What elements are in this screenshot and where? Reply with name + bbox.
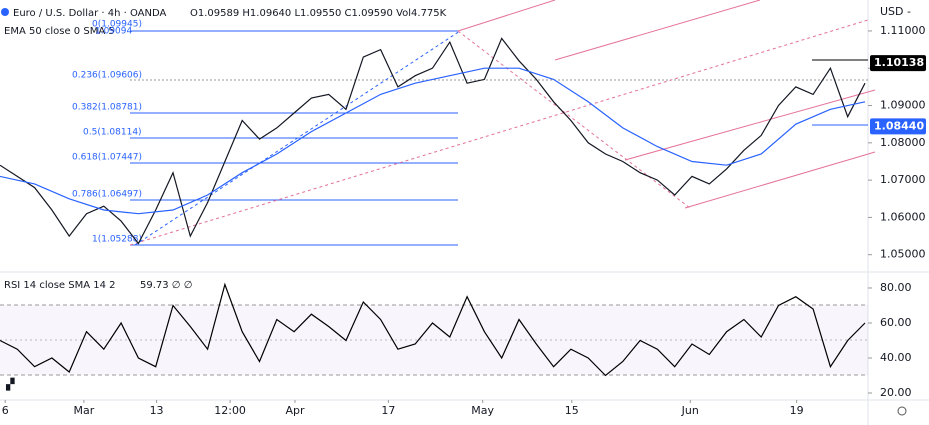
channel-line — [457, 30, 691, 209]
tv-logo: ▞ — [5, 377, 15, 391]
fib-label: 0.236(1.09606) — [72, 71, 142, 81]
channels — [129, 0, 876, 246]
channel-line — [457, 0, 556, 32]
price-label-box — [870, 118, 926, 135]
y-tick-label: 60.00 — [880, 316, 912, 329]
fib-trend — [134, 30, 461, 246]
y-tick-label: 20.00 — [880, 386, 912, 399]
series-line — [0, 37, 866, 245]
y-tick-label: 1.06000 — [880, 210, 926, 223]
y-tick-label: 1.05000 — [880, 248, 926, 261]
y-tick-label: 1.07000 — [880, 173, 926, 186]
x-tick-label: Jun — [681, 404, 699, 417]
channel-line — [554, 0, 761, 61]
y-tick-label: 1.09000 — [880, 99, 926, 112]
x-tick-label: Apr — [285, 404, 305, 417]
fib-label: 1.09094 — [95, 27, 132, 37]
channel-line — [624, 89, 876, 161]
price-label: 1.10138 — [874, 56, 924, 69]
fib-label: 0(1.09945) — [92, 20, 142, 30]
y-tick-label: 80.00 — [880, 281, 912, 294]
x-tick-label: 19 — [790, 404, 804, 417]
x-tick-label: 6 — [2, 404, 9, 417]
channel-line — [129, 19, 869, 246]
rsi-band — [0, 305, 868, 375]
ema-label: EMA 50 close 0 SMA 5 — [4, 26, 115, 37]
symbol-icon — [1, 8, 9, 16]
price-label: 1.08440 — [874, 119, 924, 132]
x-tick-label: 13 — [150, 404, 164, 417]
ohlc: O1.09589 H1.09640 L1.09550 C1.09590 Vol4… — [190, 8, 447, 19]
channel-line — [684, 151, 876, 209]
series-line — [0, 67, 866, 215]
x-tick-label: 12:00 — [214, 404, 246, 417]
x-tick-label: Mar — [74, 404, 95, 417]
y-tick-label: 1.08000 — [880, 136, 926, 149]
rsi-label: RSI 14 close SMA 14 2 — [4, 280, 116, 291]
rsi-values: 59.73 ∅ ∅ — [140, 280, 192, 291]
settings-icon[interactable] — [897, 406, 907, 416]
fib-label: 0.786(1.06497) — [72, 190, 142, 200]
x-tick-label: May — [471, 404, 494, 417]
series-line — [0, 282, 866, 377]
x-tick-label: 15 — [565, 404, 579, 417]
fib-label: 0.618(1.07447) — [72, 153, 142, 163]
fib-label: 0.5(1.08114) — [83, 128, 142, 138]
price-label-box — [870, 55, 926, 72]
x-tick-label: 17 — [381, 404, 395, 417]
fib-lines — [130, 30, 870, 246]
currency-label: USD - — [880, 5, 911, 18]
symbol-title: Euro / U.S. Dollar · 4h · OANDA — [13, 8, 167, 19]
y-tick-label: 1.11000 — [880, 24, 926, 37]
y-tick-label: 40.00 — [880, 351, 912, 364]
fib-label: 0.382(1.08781) — [72, 103, 142, 113]
fib-label: 1(1.05288) — [92, 235, 142, 245]
